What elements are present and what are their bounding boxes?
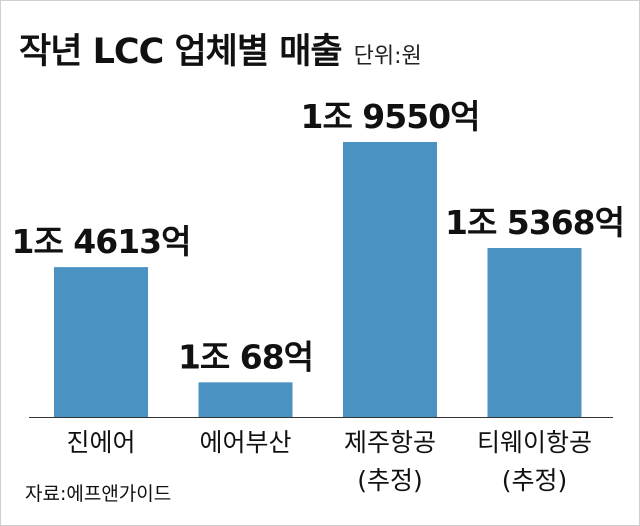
data-label-1: 1조 68억	[178, 337, 313, 376]
unit-label: 단위:원	[353, 44, 422, 69]
data-label-0: 1조 4613억	[11, 222, 190, 261]
bar-2	[343, 142, 437, 417]
data-label-3: 1조 5368억	[445, 203, 624, 242]
category-label-0: 진에어	[66, 428, 135, 457]
bar-3	[487, 247, 582, 417]
category-note-3: (추정)	[502, 466, 568, 495]
category-note-2: (추정)	[357, 466, 423, 495]
bar-1	[198, 382, 293, 417]
category-label-3: 티웨이항공	[477, 428, 592, 457]
category-label-1: 에어부산	[199, 428, 291, 457]
category-label-2: 제주항공	[344, 428, 436, 457]
chart-title: 작년 LCC 업체별 매출	[19, 32, 343, 72]
data-label-2: 1조 9550억	[300, 97, 479, 136]
bar-0	[54, 267, 148, 417]
title-row: 작년 LCC 업체별 매출 단위:원	[19, 23, 422, 74]
source-note: 자료:에프앤가이드	[25, 483, 172, 505]
